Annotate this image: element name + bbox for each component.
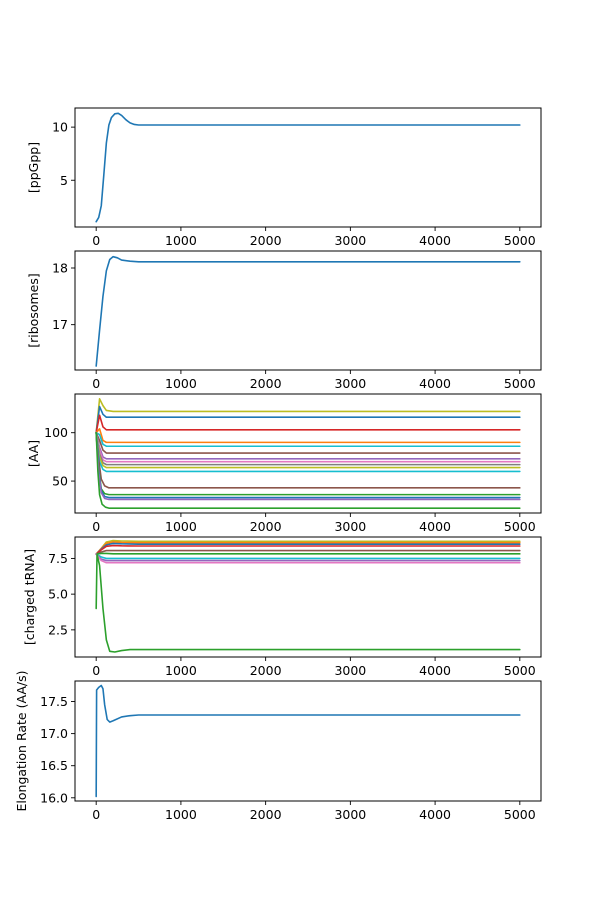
y-tick-label: 5.0 [48, 587, 68, 602]
axes-frame [74, 250, 542, 371]
series-line-5 [95, 431, 521, 448]
x-tick-label: 2000 [250, 519, 282, 534]
y-axis-label: Elongation Rate (AA/s) [14, 670, 29, 811]
series-line-6 [95, 552, 521, 555]
x-tick-label: 0 [92, 233, 100, 248]
x-tick-label: 0 [92, 376, 100, 391]
y-tick-label: 50 [52, 474, 68, 489]
axes-frame [74, 536, 542, 658]
y-tick-label: 16.5 [40, 758, 68, 773]
x-tick-label: 0 [92, 519, 100, 534]
series-line-4 [95, 544, 521, 555]
x-tick-label: 1000 [165, 519, 197, 534]
subplot-5: 0 1000 2000 3000 4000 5000 16.0 16.5 17.0 17.5 Elo… [14, 670, 542, 822]
y-tick-label: 17.0 [40, 726, 68, 741]
x-tick-label: 2000 [250, 376, 282, 391]
y-tick-label: 2.5 [48, 622, 68, 637]
axes-frame [74, 680, 542, 802]
x-tick-label: 0 [92, 807, 100, 822]
x-tick-label: 5000 [504, 807, 536, 822]
x-tick-label: 5000 [504, 233, 536, 248]
x-tick-label: 5000 [504, 663, 536, 678]
series-line-3 [95, 414, 521, 434]
series-line-2 [95, 405, 521, 434]
x-tick-label: 4000 [419, 376, 451, 391]
x-tick-label: 4000 [419, 807, 451, 822]
y-axis-label: [ribosomes] [26, 273, 41, 348]
axes-frame [74, 107, 542, 228]
y-tick-label: 10 [52, 120, 68, 135]
x-tick-label: 1000 [165, 233, 197, 248]
x-tick-label: 2000 [250, 807, 282, 822]
series-line-3 [95, 542, 521, 555]
series-group [95, 398, 521, 509]
x-tick-label: 5000 [504, 519, 536, 534]
x-tick-label: 1000 [165, 376, 197, 391]
series-line-1 [95, 398, 521, 434]
series-line-10 [95, 553, 521, 653]
series-group [95, 684, 521, 798]
x-tick-label: 1000 [165, 807, 197, 822]
subplot-3: 0 1000 2000 3000 4000 5000 50 100[AA] [26, 393, 542, 534]
x-tick-label: 1000 [165, 663, 197, 678]
x-tick-label: 3000 [334, 519, 366, 534]
axes-frame [74, 393, 542, 514]
x-tick-label: 4000 [419, 519, 451, 534]
series-line-6 [95, 431, 521, 454]
x-tick-label: 2000 [250, 233, 282, 248]
series-line-9 [95, 431, 521, 466]
series-line-12 [95, 431, 521, 489]
subplot-2: 0 1000 2000 3000 4000 5000 17 18 [ribosomes] [26, 250, 542, 391]
series-group [95, 255, 521, 367]
x-tick-label: 4000 [419, 663, 451, 678]
x-tick-label: 3000 [334, 807, 366, 822]
series-group [95, 539, 521, 653]
series-line-16 [95, 431, 521, 509]
series-line-9 [95, 553, 521, 564]
series-line-1 [95, 112, 521, 223]
x-tick-label: 0 [92, 663, 100, 678]
y-tick-label: 5 [60, 173, 68, 188]
y-tick-label: 17.5 [40, 694, 68, 709]
x-tick-label: 3000 [334, 376, 366, 391]
y-axis-label: [AA] [26, 440, 41, 467]
x-tick-label: 4000 [419, 233, 451, 248]
series-line-8 [95, 431, 521, 463]
y-tick-label: 100 [44, 425, 68, 440]
subplot-1: 0 1000 2000 3000 4000 5000 5 10 [ppGpp] [26, 107, 542, 248]
series-line-1 [95, 255, 521, 367]
y-tick-label: 16.0 [40, 790, 68, 805]
x-tick-label: 2000 [250, 663, 282, 678]
y-axis-label: [ppGpp] [26, 142, 41, 193]
y-tick-label: 17 [52, 317, 68, 332]
series-line-8 [95, 553, 521, 562]
y-axis-label: [charged tRNA] [22, 549, 37, 645]
series-group [95, 112, 521, 223]
series-line-5 [95, 549, 521, 555]
series-line-11 [95, 431, 521, 473]
y-tick-label: 18 [52, 261, 68, 276]
y-tick-label: 7.5 [48, 551, 68, 566]
x-tick-label: 5000 [504, 376, 536, 391]
series-line-1 [95, 684, 521, 798]
series-line-7 [95, 553, 521, 560]
x-tick-label: 3000 [334, 233, 366, 248]
series-line-4 [95, 428, 521, 444]
subplot-4: 0 1000 2000 3000 4000 5000 2.5 5.0 7.5 [charged t… [22, 536, 542, 678]
x-tick-label: 3000 [334, 663, 366, 678]
